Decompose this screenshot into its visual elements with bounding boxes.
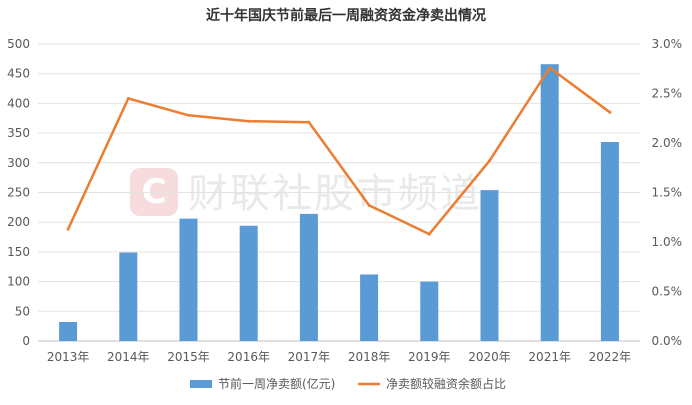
grid-lines <box>38 43 640 342</box>
x-tick-label: 2018年 <box>348 350 391 364</box>
line-point <box>548 66 552 70</box>
right-tick-label: 1.0% <box>652 235 683 249</box>
left-tick-label: 500 <box>7 37 30 51</box>
legend-label: 节前一周净卖额(亿元) <box>218 376 335 391</box>
x-tick-label: 2021年 <box>528 350 571 364</box>
right-tick-label: 2.5% <box>652 87 683 101</box>
left-tick-label: 400 <box>7 96 30 110</box>
line-point <box>66 227 70 231</box>
bar <box>59 321 78 341</box>
left-tick-label: 450 <box>7 67 30 81</box>
left-tick-label: 100 <box>7 275 30 289</box>
line-point <box>126 96 130 100</box>
x-tick-label: 2014年 <box>107 350 150 364</box>
right-tick-label: 0.5% <box>652 285 683 299</box>
left-tick-label: 150 <box>7 245 30 259</box>
line-point <box>367 203 371 207</box>
x-tick-label: 2022年 <box>589 350 632 364</box>
right-tick-label: 1.5% <box>652 186 683 200</box>
watermark-text: 财联社股市频道 <box>188 171 482 217</box>
right-tick-label: 3.0% <box>652 37 683 51</box>
left-tick-label: 300 <box>7 156 30 170</box>
left-tick-label: 200 <box>7 215 30 229</box>
left-tick-label: 50 <box>15 304 30 318</box>
x-tick-label: 2015年 <box>167 350 210 364</box>
legend-swatch-bar <box>190 380 212 388</box>
bar <box>360 274 379 341</box>
x-tick-label: 2017年 <box>288 350 331 364</box>
bar <box>600 142 619 341</box>
legend: 节前一周净卖额(亿元) 净卖额较融资余额占比 <box>190 376 506 391</box>
bar <box>480 190 499 341</box>
left-tick-label: 350 <box>7 126 30 140</box>
series-line <box>66 66 612 236</box>
x-axis: 2013年 2014年 2015年 2016年 2017年 2018年 2019年 2020年… <box>47 350 631 364</box>
bar <box>179 218 198 341</box>
left-y-axis: 0 50 100 150 200 250 300 350 400 450 500 <box>7 37 30 348</box>
bar-series <box>59 64 619 342</box>
bar <box>239 225 258 341</box>
line-point <box>608 110 612 114</box>
right-tick-label: 0.0% <box>652 334 683 348</box>
x-tick-label: 2020年 <box>468 350 511 364</box>
line-point <box>307 120 311 124</box>
x-tick-label: 2013年 <box>47 350 90 364</box>
bar <box>119 252 138 341</box>
line-point <box>187 113 190 117</box>
line-point <box>427 232 431 236</box>
line-point <box>247 119 251 123</box>
watermark-logo: C 财联社股市频道 <box>130 168 482 217</box>
right-y-axis: 0.0% 0.5% 1.0% 1.5% 2.0% 2.5% 3.0% <box>652 37 683 348</box>
legend-label: 净卖额较融资余额占比 <box>386 376 506 391</box>
line-series <box>66 66 612 236</box>
x-tick-label: 2019年 <box>408 350 451 364</box>
bar <box>299 213 318 341</box>
left-tick-label: 250 <box>7 186 30 200</box>
line-point <box>488 159 491 163</box>
bar <box>540 64 559 342</box>
left-tick-label: 0 <box>22 334 30 348</box>
bar <box>420 281 439 341</box>
chart-title: 近十年国庆节前最后一周融资资金净卖出情况 <box>206 7 486 24</box>
right-tick-label: 2.0% <box>652 136 683 150</box>
x-tick-label: 2016年 <box>227 350 270 364</box>
